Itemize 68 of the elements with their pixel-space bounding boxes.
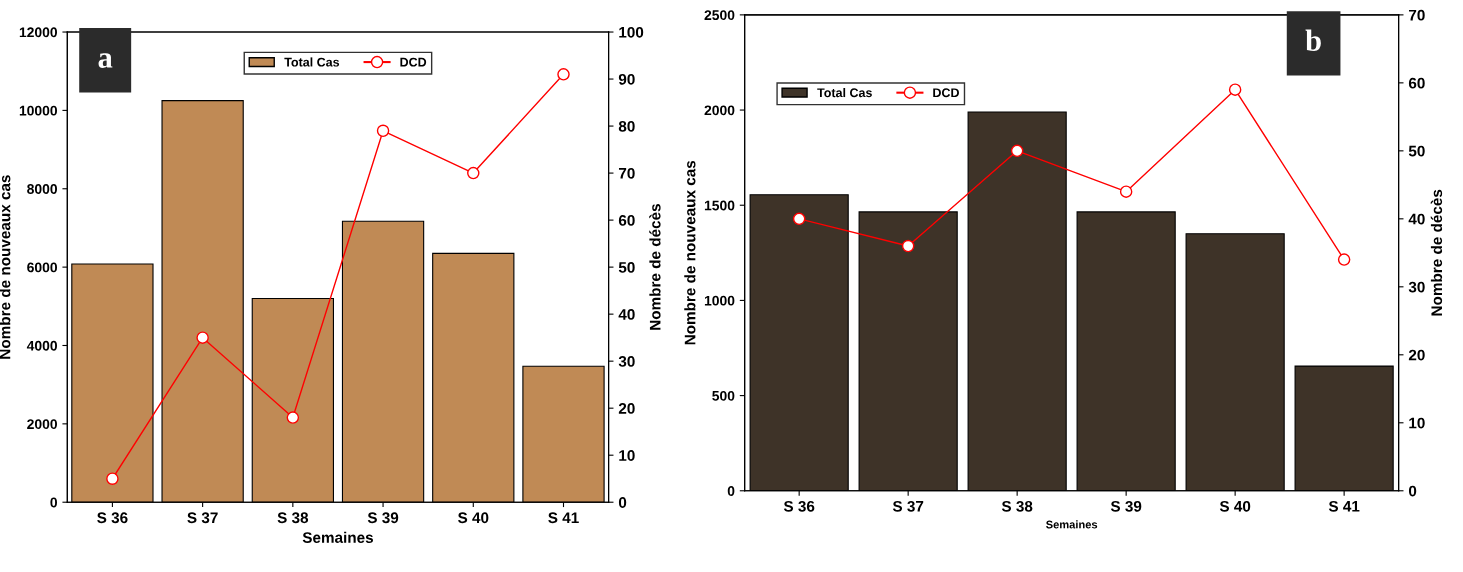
point (1228, 83, 1242, 96)
y2-tick-label: 60 (1408, 77, 1425, 89)
y-tick-label: 1500 (704, 200, 735, 211)
y2-tick-label: 70 (1409, 9, 1425, 21)
y2-tick-label: 0 (1408, 485, 1417, 497)
y-tick-label: 6000 (27, 262, 58, 273)
y-tick-label: 2500 (704, 10, 735, 21)
y2-tick-label: 50 (618, 261, 635, 273)
legend-label: DCD (400, 57, 427, 67)
y-tick-label: 4000 (26, 340, 58, 351)
x-axis-title: Semaines (302, 531, 373, 543)
y2-tick-label: 90 (618, 73, 635, 85)
point (557, 68, 570, 81)
y2-tick-label: 20 (1408, 349, 1425, 361)
y2-tick-label: 50 (1408, 145, 1425, 157)
annotation: a (98, 53, 113, 68)
y2-axis-title: Nombre de décès (1430, 189, 1443, 316)
x-tick-label: S 37 (187, 512, 218, 524)
point (1337, 253, 1351, 266)
y2-axis-title: Nombre de décès (649, 204, 661, 330)
y2-tick-label: 100 (619, 26, 644, 38)
y2-tick-label: 80 (618, 120, 635, 132)
point (467, 166, 480, 180)
y-tick-label: 2000 (27, 419, 58, 430)
point (1119, 185, 1133, 198)
y2-tick-label: 70 (618, 167, 635, 179)
y2-tick-label: 10 (1409, 417, 1425, 429)
x-tick-label: S 40 (458, 512, 489, 524)
y-tick-label: 500 (712, 390, 735, 401)
legend-label: DCD (933, 88, 959, 98)
annotation: b (1305, 29, 1321, 52)
point (286, 411, 300, 424)
y2-tick-label: 0 (618, 497, 627, 508)
y2-tick-label: 40 (618, 309, 635, 320)
x-tick-label: S 41 (548, 512, 579, 524)
y2-tick-label: 40 (1408, 213, 1425, 225)
point (1010, 144, 1024, 158)
x-tick-label: S 36 (97, 512, 128, 524)
x-tick-label: S 38 (1001, 500, 1033, 512)
x-tick-label: S 38 (277, 512, 309, 524)
y-tick-label: 0 (727, 486, 735, 496)
y-tick-label: 10000 (19, 105, 58, 116)
x-tick-label: S 39 (1110, 500, 1142, 512)
y2-tick-label: 30 (618, 356, 635, 367)
legend-label: Total Cas (817, 87, 872, 98)
y2-tick-label: 30 (1408, 281, 1425, 293)
y-tick-label: 8000 (27, 184, 58, 194)
point (106, 472, 119, 485)
x-axis-title: Semaines (1046, 520, 1098, 529)
y-axis-title: Nombre de nouveaux cas (0, 175, 11, 359)
x-tick-label: S 37 (892, 500, 924, 512)
y-axis-title: Nombre de nouveaux cas (684, 160, 696, 345)
point (376, 124, 390, 138)
y-tick-label: 0 (50, 497, 58, 508)
y-tick-label: 2000 (704, 105, 735, 116)
x-tick-label: S 40 (1219, 500, 1251, 512)
x-tick-label: S 39 (367, 512, 399, 524)
y-tick-label: 12000 (19, 27, 58, 38)
point (792, 212, 806, 226)
y2-tick-label: 20 (618, 403, 635, 414)
y-tick-label: 1000 (704, 295, 735, 306)
point (901, 239, 915, 253)
point (196, 331, 209, 344)
x-tick-label: S 41 (1328, 500, 1360, 512)
y2-tick-label: 10 (619, 450, 635, 461)
y2-tick-label: 60 (618, 214, 635, 226)
legend-label: Total Cas (284, 57, 340, 67)
x-tick-label: S 36 (783, 500, 815, 512)
